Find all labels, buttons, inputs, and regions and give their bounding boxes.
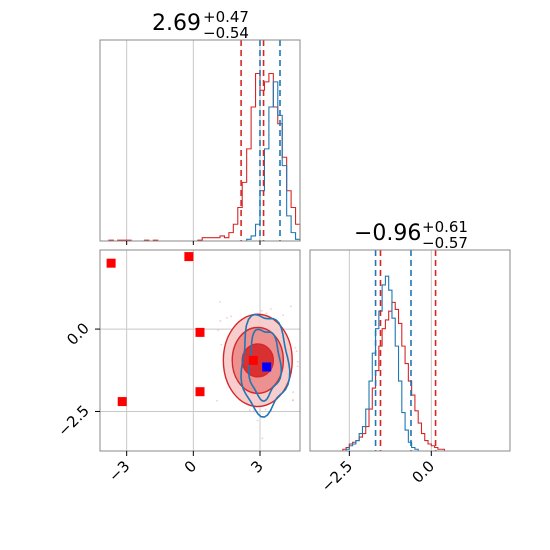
marker-red [117,397,127,407]
contour-blue [240,313,291,418]
joint-scatter-panel: −2.5 0.0 −3 0 3 [54,249,301,485]
param-1-title-plus: +0.47 [203,8,249,26]
sample-point [216,399,219,402]
param-2-title-plus: +0.61 [422,218,468,236]
hist-red-series [100,72,301,242]
marker-red [106,258,116,268]
sample-point [219,320,222,322]
x-tick-label: −2.5 [318,457,356,495]
panel-frame [99,39,301,242]
y-tick-label: −2.5 [54,402,92,440]
sample-point [220,343,223,346]
hist-blue-series [100,81,301,242]
sample-point [282,314,284,317]
histogram-param-1-panel [99,39,301,245]
sample-point [289,305,292,308]
sample-point [217,329,219,331]
param-2-title: −0.96 [354,221,421,246]
marker-blue [262,362,272,372]
sample-point [219,301,221,303]
sample-point [248,409,251,412]
marker-red [248,355,258,365]
x-tick-label: −3 [105,457,133,485]
param-1-title: 2.69 [152,11,201,36]
sample-point [295,350,298,353]
x-tick-label: 3 [247,457,266,476]
sample-point [260,309,263,312]
sample-point [264,408,267,411]
sample-point [292,391,295,394]
histogram-param-2-panel: −2.5 0.0 [309,249,511,496]
param-2-title-minus: −0.57 [422,234,468,252]
x-tick-label: 0 [181,457,200,476]
sample-point [294,346,297,349]
marker-red [184,252,194,262]
param-1-title-minus: −0.54 [203,24,249,42]
sample-point [230,315,233,318]
x-tick-label: 0.0 [409,457,439,487]
hist-blue-series [310,275,510,452]
marker-red [195,387,205,397]
sample-point [252,410,255,412]
panel-frame [99,249,301,452]
sample-point [265,312,268,315]
sample-point [261,437,264,440]
sample-point [256,419,259,422]
sample-point [225,317,228,319]
y-tick-label: 0.0 [63,319,93,349]
sample-point [269,308,272,310]
sample-point [297,360,299,363]
hist-red-series [310,301,510,452]
sample-point [296,365,299,368]
panel-frame [309,249,511,452]
sample-point [292,399,295,401]
marker-red [195,327,205,337]
